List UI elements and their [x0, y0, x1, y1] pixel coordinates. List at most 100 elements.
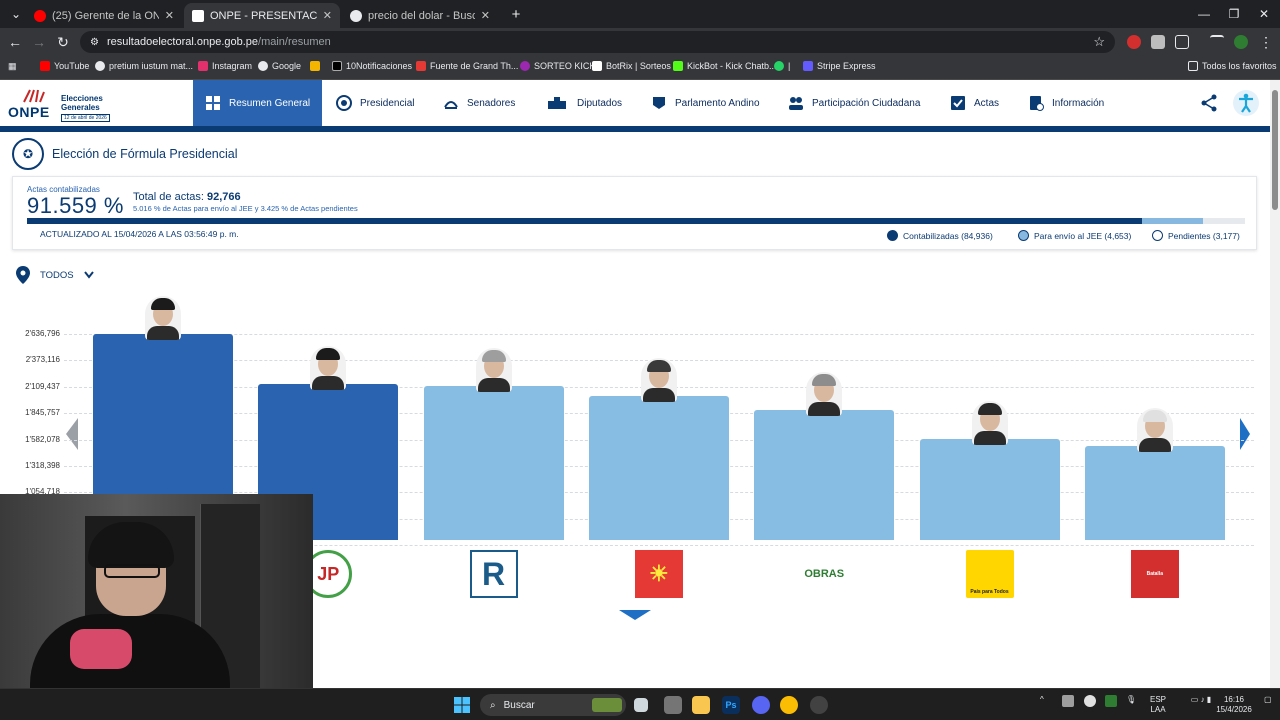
candidate-bar[interactable] [919, 439, 1060, 540]
search-highlight-icon [592, 698, 622, 712]
party-logo[interactable]: OBRAS [800, 550, 849, 598]
party-logo[interactable]: R [469, 550, 518, 598]
bookmark-pretium[interactable]: pretium iustum mat... [95, 61, 193, 71]
nav-diputados[interactable]: Diputados [545, 80, 622, 126]
bookmark-star-icon[interactable]: ☆ [1093, 34, 1105, 49]
tab-search-button[interactable]: ⌄ [10, 7, 22, 21]
close-icon[interactable]: ✕ [164, 10, 174, 22]
region-filter[interactable]: TODOS [16, 266, 94, 284]
site-info-icon[interactable]: ⚙ [90, 36, 99, 48]
candidate-bar[interactable] [754, 410, 895, 540]
nav-resumen-general[interactable]: Resumen General [193, 80, 322, 126]
notifications-icon[interactable]: ▢ [1264, 695, 1272, 704]
tray-mic-icon[interactable]: 🎙 [1126, 695, 1137, 704]
obs-icon[interactable] [810, 696, 828, 714]
candidate-photo[interactable] [971, 401, 1008, 446]
tray-nvidia-icon[interactable] [1105, 695, 1117, 707]
reload-icon[interactable]: ↻ [57, 33, 69, 50]
bookmark-label: Instagram [212, 61, 253, 71]
accessibility-icon[interactable] [1232, 89, 1260, 117]
extension-red-icon[interactable] [1127, 35, 1141, 49]
tab-onpe[interactable]: ONPE - PRESENTACIÓN DE RES ✕ [184, 3, 340, 28]
site-header: ONPE Elecciones Generales 12 de abril de… [0, 80, 1270, 126]
tab-google[interactable]: precio del dolar - Buscar con G ✕ [342, 3, 498, 28]
candidate-photo[interactable] [145, 296, 181, 340]
tray-network-volume-icon[interactable]: ▭ ♪ ▮ [1190, 695, 1212, 704]
actas-progress-bar [27, 218, 1245, 224]
candidate-photo[interactable] [640, 358, 677, 403]
page-scrollbar[interactable] [1270, 80, 1280, 688]
bookmark-pinwheel[interactable] [310, 61, 320, 71]
candidate-photo[interactable] [475, 348, 512, 393]
address-bar[interactable]: ⚙ resultadoelectoral.onpe.gob.pe/main/re… [80, 31, 1115, 53]
task-view-icon[interactable] [634, 698, 648, 712]
taskbar-search[interactable]: ⌕ Buscar [480, 694, 626, 716]
close-icon[interactable]: ✕ [480, 10, 490, 22]
candidate-bar[interactable] [588, 396, 729, 540]
nav-presidencial[interactable]: Presidencial [336, 80, 414, 126]
document-icon [416, 61, 426, 71]
extensions-puzzle-icon[interactable] [1175, 35, 1189, 49]
bookmark-botrix[interactable]: BotRix | Sorteos [592, 61, 671, 71]
candidate-photo[interactable] [310, 345, 347, 390]
browser-toolbar: ← → ↻ ⚙ resultadoelectoral.onpe.gob.pe/m… [0, 28, 1280, 56]
share-icon[interactable] [1200, 94, 1218, 112]
candidate-bar[interactable] [1084, 446, 1225, 540]
party-logo[interactable]: Batalla [1130, 550, 1179, 598]
summary-card: Actas contabilizadas 91.559 % Total de a… [12, 176, 1257, 250]
nav-actas[interactable]: Actas [950, 80, 999, 126]
candidate-bar[interactable] [423, 386, 564, 540]
chart-prev-arrow[interactable] [66, 418, 78, 450]
discord-icon[interactable] [752, 696, 770, 714]
restore-icon[interactable]: ❐ [1228, 7, 1240, 21]
bookmark-x[interactable]: 10Notificaciones [332, 61, 412, 71]
chart-next-arrow[interactable] [1240, 418, 1250, 450]
candidate-photo[interactable] [806, 372, 843, 417]
tab-youtube[interactable]: (25) Gerente de la ONPE podría ✕ [26, 3, 182, 28]
bookmark-gta[interactable]: Fuente de Grand Th... [416, 61, 518, 71]
bookmark-instagram[interactable]: Instagram [198, 61, 252, 71]
y-tick-label: 1'054,718 [25, 487, 60, 497]
nav-senadores[interactable]: Senadores [443, 80, 515, 126]
close-window-icon[interactable]: ✕ [1258, 7, 1270, 21]
apps-icon[interactable]: ▦ [8, 61, 17, 71]
nav-informacion[interactable]: Información [1028, 80, 1104, 126]
file-explorer-icon[interactable] [692, 696, 710, 714]
forward-icon[interactable]: → [32, 34, 46, 50]
total-actas: Total de actas: 92,766 [133, 191, 241, 203]
profile-avatar[interactable] [1234, 35, 1248, 49]
bookmark-kickbot[interactable]: KickBot - Kick Chatb... [673, 61, 777, 71]
new-tab-button[interactable]: + [511, 5, 521, 23]
page-title: Elección de Fórmula Presidencial [52, 147, 238, 161]
tray-app-icon[interactable] [1062, 695, 1074, 707]
back-icon[interactable]: ← [8, 34, 22, 50]
ballot-hand-icon [23, 89, 45, 103]
nav-label: Actas [974, 97, 1000, 109]
party-logo[interactable]: ☀ [634, 550, 683, 598]
chrome-icon[interactable] [780, 696, 798, 714]
tray-language[interactable]: ESP LAA [1149, 695, 1166, 714]
tray-cloud-icon[interactable] [1084, 695, 1096, 707]
windows-start-icon[interactable] [454, 697, 470, 713]
onpe-logo[interactable]: ONPE Elecciones Generales 12 de abril de… [8, 88, 118, 122]
all-bookmarks[interactable]: Todos los favoritos [1188, 61, 1277, 71]
reading-list-icon[interactable] [1210, 35, 1224, 49]
bookmark-youtube[interactable]: YouTube [40, 61, 89, 71]
close-icon[interactable]: ✕ [322, 10, 332, 22]
extension-icon[interactable] [1151, 35, 1165, 49]
nav-participacion-ciudadana[interactable]: Participación Ciudadana [788, 80, 920, 126]
menu-icon[interactable]: ⋮ [1259, 33, 1273, 50]
minimize-icon[interactable]: — [1198, 7, 1210, 21]
bookmark-google[interactable]: Google [258, 61, 301, 71]
nav-parlamento-andino[interactable]: Parlamento Andino [651, 80, 760, 126]
bookmark-stripe[interactable]: Stripe Express [803, 61, 876, 71]
party-logo[interactable]: País para Todos [965, 550, 1014, 598]
bookmark-whatsapp[interactable]: | [774, 61, 790, 71]
scrollbar-thumb[interactable] [1272, 90, 1278, 210]
bookmark-sorteo-kick[interactable]: SORTEO KICK [520, 61, 595, 71]
app-icon[interactable] [664, 696, 682, 714]
photoshop-icon[interactable]: Ps [722, 696, 740, 714]
candidate-photo[interactable] [1136, 408, 1173, 453]
tray-chevron-icon[interactable]: ^ [1040, 695, 1044, 704]
tray-clock[interactable]: 16:16 15/4/2026 [1216, 695, 1252, 714]
